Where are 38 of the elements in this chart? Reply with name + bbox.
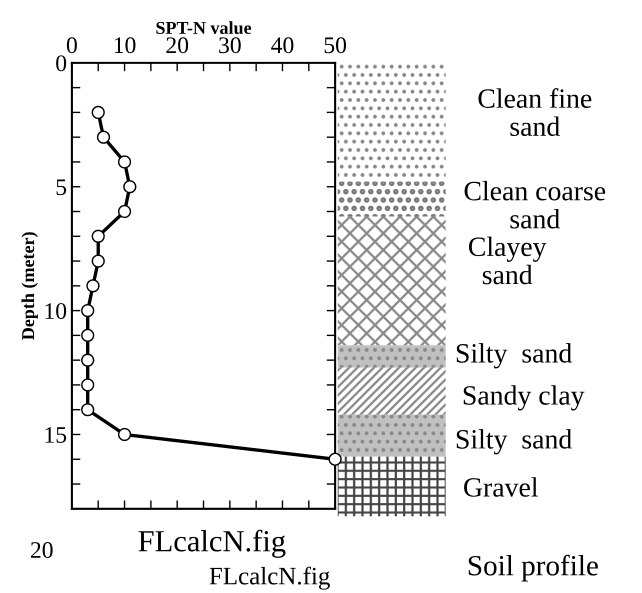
y-tick-label: 10 <box>46 303 66 320</box>
point <box>92 230 105 243</box>
text: Clayey sand <box>468 236 546 284</box>
text: Sandy clay <box>464 385 584 411</box>
x-tick-label: 10 <box>114 37 136 54</box>
text: Clean fine sand <box>478 88 592 136</box>
point <box>81 304 94 318</box>
point <box>96 130 110 144</box>
text: Soil profile <box>468 554 598 582</box>
point <box>123 180 136 194</box>
point <box>118 204 132 218</box>
y-axis-title: Depth (meter) <box>22 232 38 340</box>
text: FLcalcN.fig <box>210 566 330 590</box>
point <box>81 328 94 342</box>
x-tick-label: 30 <box>219 37 241 54</box>
point <box>81 354 94 367</box>
x-tick-label: 0 <box>66 37 77 54</box>
point <box>81 378 94 392</box>
x-tick-label: 20 <box>166 37 188 54</box>
y-tick-label: 0 <box>56 55 66 72</box>
text: FLcalcN.fig <box>138 530 286 558</box>
text: Silty sand <box>456 429 572 454</box>
point <box>328 452 342 466</box>
point <box>118 155 132 169</box>
text: Gravel <box>464 477 538 497</box>
y-tick-label: 5 <box>56 179 66 196</box>
point <box>118 428 132 442</box>
text: Silty sand <box>456 343 572 368</box>
point <box>86 279 100 292</box>
point <box>92 106 105 120</box>
point <box>81 403 94 416</box>
x-axis-title: SPT-N value <box>156 21 252 34</box>
x-tick-label: 50 <box>324 37 346 54</box>
text: 20 <box>30 542 53 558</box>
text: Clean coarse sand <box>464 180 606 229</box>
x-tick-label: 40 <box>271 37 294 54</box>
point <box>92 254 105 268</box>
y-tick-label: 15 <box>46 427 66 443</box>
